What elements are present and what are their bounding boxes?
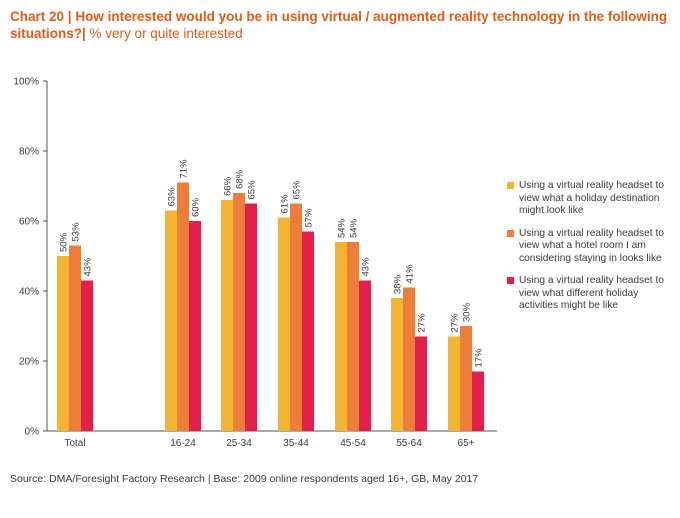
y-tick-label: 40% [19,287,39,298]
chart-title-text: How interested would you be in using vir… [10,9,668,41]
x-tick-label: 16-24 [170,438,196,449]
legend-label: Using a virtual reality headset to view … [519,275,664,311]
data-label: 53% [71,222,82,242]
data-label: 30% [462,302,473,322]
bar [81,280,93,431]
data-label: 41% [405,264,416,284]
bar-chart: 0% 20% 40% 60% 80% 100% 50%53% 43% Total 63%71% 60… [13,77,497,449]
data-label: 27% [450,313,461,333]
legend-item: Using a virtual reality headset to view … [507,275,677,313]
data-label: 54% [349,218,360,238]
x-tick-label: 65+ [458,438,475,449]
y-tick-label: 60% [19,217,39,228]
legend-label: Using a virtual reality headset to view … [519,180,664,216]
bar [290,203,302,431]
bar [302,231,314,431]
chart-subtitle: % very or quite interested [89,26,243,41]
source-note: Source: DMA/Foresight Factory Research |… [10,473,479,485]
data-label: 60% [191,197,202,217]
x-tick-label: 35-44 [283,438,309,449]
data-label: 50% [59,232,70,252]
data-label: 71% [179,159,190,179]
data-label: 61% [280,194,291,214]
y-tick-label: 20% [19,357,39,368]
bar [278,217,290,431]
bar [347,242,359,431]
data-label: 66% [223,176,234,196]
bar [359,280,371,431]
legend-label: Using a virtual reality headset to view … [519,227,664,264]
bar [57,256,69,431]
chart-title-label: Chart 20 | [10,9,72,24]
bar [460,326,472,431]
y-tick-label: 80% [19,147,39,158]
data-label: 43% [361,257,372,277]
bar [189,221,201,431]
data-label: 27% [417,313,428,333]
bar [403,287,415,431]
data-label: 57% [304,208,315,228]
x-tick-label: Total [64,438,85,449]
bar [245,203,257,431]
x-tick-label: 25-34 [226,438,252,449]
data-label: 17% [474,348,485,368]
data-label: 54% [337,218,348,238]
data-label: 65% [247,180,258,200]
bar [335,242,347,431]
data-label: 38% [393,274,404,294]
x-tick-label: 55-64 [396,438,422,449]
y-tick-label: 0% [25,427,40,438]
bar [221,200,233,431]
chart-title: Chart 20 | How interested would you be i… [10,8,670,42]
data-label: 68% [235,169,246,189]
legend-swatch [507,229,514,237]
legend-item: Using a virtual reality headset to view … [507,180,677,218]
legend-item: Using a virtual reality headset to view … [507,228,677,266]
bar [69,245,81,431]
legend-swatch [507,277,514,284]
legend: Using a virtual reality headset to view … [507,180,677,323]
bar [415,336,427,431]
bar [165,210,177,431]
x-tick-label: 45-54 [340,438,366,449]
data-label: 43% [83,257,94,277]
bar [177,182,189,431]
bar [472,371,484,431]
legend-swatch [507,182,514,189]
bar [233,193,245,431]
data-label: 65% [292,180,303,200]
bar [448,336,460,431]
bar [391,298,403,431]
data-label: 63% [167,187,178,207]
y-tick-label: 100% [13,77,39,88]
